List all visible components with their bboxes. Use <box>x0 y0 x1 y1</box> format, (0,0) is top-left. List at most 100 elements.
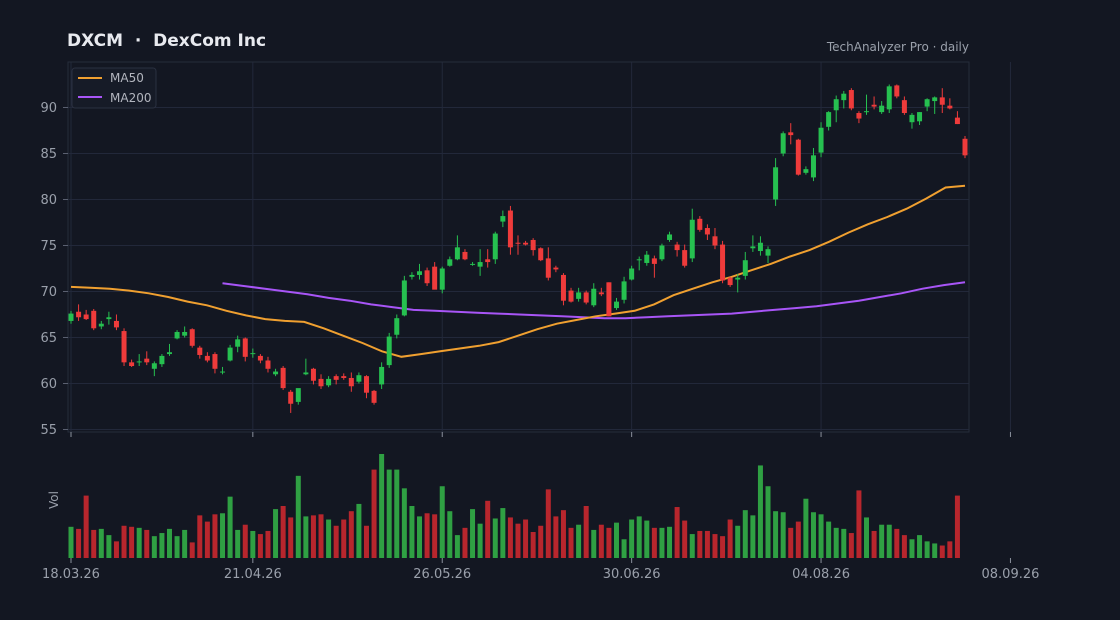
candle <box>765 246 771 263</box>
candle <box>947 98 953 110</box>
candle <box>166 343 172 356</box>
volume-bar <box>901 535 907 558</box>
candle <box>856 111 862 124</box>
candle <box>553 265 559 273</box>
candle <box>742 251 748 280</box>
candle-body <box>242 338 248 357</box>
volume-bar <box>765 486 771 558</box>
candle-body <box>727 277 733 286</box>
volume-bar <box>204 521 210 558</box>
volume-bar <box>242 524 248 558</box>
volume-bar <box>879 524 885 558</box>
candle <box>432 262 438 290</box>
candle-body <box>924 99 930 107</box>
candle <box>288 389 294 413</box>
candle <box>954 111 960 125</box>
candle-body <box>333 376 339 380</box>
candle-body <box>113 320 119 328</box>
volume-bar <box>515 523 521 558</box>
volume-bar <box>576 524 582 558</box>
volume-bar <box>401 488 407 558</box>
candle-body <box>795 139 801 175</box>
candle-body <box>598 292 604 295</box>
legend-ma200-label: MA200 <box>110 91 151 105</box>
volume-bar <box>939 545 945 558</box>
candle-body <box>318 378 324 387</box>
candle <box>439 266 445 294</box>
candle <box>257 354 263 364</box>
candle-body <box>371 390 377 403</box>
volume-bar <box>818 514 824 558</box>
candle <box>727 276 733 287</box>
volume-bar <box>621 539 627 558</box>
volume-bar <box>742 510 748 558</box>
volume-bar <box>583 506 589 558</box>
candle-body <box>939 97 945 105</box>
candle-body <box>348 377 354 387</box>
volume-bar <box>644 520 650 558</box>
volume-bar <box>409 506 415 558</box>
volume-bar <box>780 512 786 558</box>
volume-bar <box>538 525 544 558</box>
volume-bar <box>136 527 142 558</box>
volume-bar <box>545 489 551 558</box>
volume-bar <box>144 529 150 558</box>
candle-body <box>689 219 695 259</box>
x-tick-label: 04.08.26 <box>792 567 850 582</box>
volume-bar <box>591 529 597 558</box>
volume-bar <box>341 519 347 558</box>
candle <box>204 352 210 363</box>
candle-body <box>204 355 210 361</box>
volume-bar <box>235 529 241 558</box>
candle <box>515 235 521 255</box>
candle <box>651 255 657 278</box>
candle-body <box>523 242 529 245</box>
volume-bar <box>810 512 816 558</box>
volume-bar <box>189 542 195 558</box>
candle <box>189 328 195 348</box>
volume-bar <box>909 539 915 558</box>
volume-bar <box>720 536 726 558</box>
volume-bar <box>68 526 74 558</box>
x-tick-label: 08.09.26 <box>982 567 1040 582</box>
candle <box>606 282 612 317</box>
candle <box>447 256 453 267</box>
candle <box>560 273 566 306</box>
volume-bars <box>68 454 960 558</box>
volume-bar <box>886 524 892 558</box>
volume-bar <box>712 534 718 558</box>
candle-body <box>76 311 82 318</box>
candle-body <box>121 331 127 363</box>
volume-bar <box>553 516 559 558</box>
candle <box>500 210 506 228</box>
volume-bar <box>76 528 82 558</box>
candle <box>83 309 89 321</box>
candle-body <box>780 133 786 154</box>
volume-bar <box>280 506 286 558</box>
candle <box>113 314 119 331</box>
candle <box>644 251 650 266</box>
volume-bar <box>273 509 279 558</box>
candle-body <box>621 281 627 300</box>
volume-bar <box>629 519 635 558</box>
x-tick-label: 30.06.26 <box>603 567 661 582</box>
candle <box>151 361 157 377</box>
candle-body <box>932 97 938 102</box>
candle <box>235 335 241 353</box>
candle-body <box>492 233 498 260</box>
candle-body <box>909 114 915 123</box>
candle <box>98 320 104 330</box>
candle <box>136 354 142 367</box>
candle-body <box>477 262 483 267</box>
volume-bar <box>773 511 779 558</box>
candle-body <box>363 376 369 393</box>
y-tick-label: 90 <box>40 101 57 116</box>
candle-body <box>788 132 794 136</box>
candle <box>129 359 135 367</box>
candle-body <box>757 242 763 252</box>
ma200-line <box>222 281 966 320</box>
x-axis: 18.03.26 21.04.26 26.05.26 30.06.26 04.08.26… <box>42 432 1039 582</box>
candle <box>371 389 377 405</box>
candle <box>803 166 809 175</box>
